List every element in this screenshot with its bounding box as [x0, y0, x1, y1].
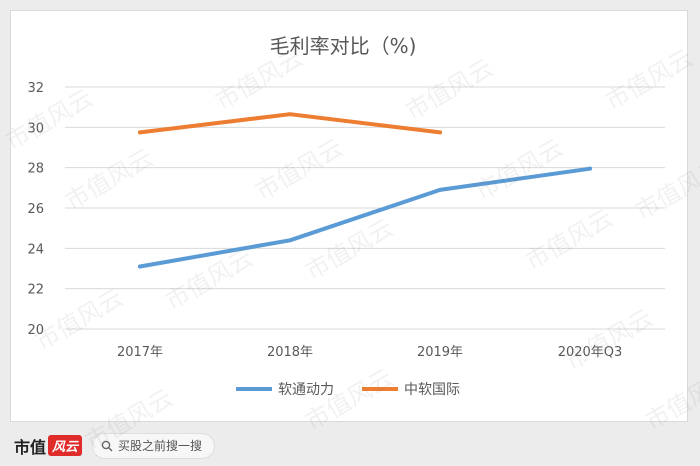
x-tick-label: 2019年	[417, 345, 463, 360]
y-tick-label: 20	[27, 323, 44, 338]
series-line	[138, 166, 592, 269]
legend-label: 中软国际	[404, 382, 460, 398]
footer-bar: 市值 风云 买股之前搜一搜	[0, 425, 700, 466]
y-tick-label: 28	[27, 162, 44, 177]
data-point	[438, 130, 442, 135]
search-box[interactable]: 买股之前搜一搜	[92, 432, 216, 459]
line-chart: 20 22 24 26 28 30 32 2017年 2018年 2019年 2020年Q3 毛利率对…	[27, 34, 665, 398]
brand-text: 市值	[14, 437, 47, 457]
y-tick-label: 24	[27, 242, 44, 257]
data-point	[438, 187, 442, 192]
chart-title: 毛利率对比（%)	[270, 34, 417, 58]
y-tick-label: 22	[27, 283, 44, 298]
x-tick-label: 2017年	[117, 345, 163, 360]
data-point	[138, 130, 142, 135]
series-line	[138, 112, 442, 135]
brand-logo: 市值 风云	[14, 434, 83, 458]
legend-label: 软通动力	[278, 382, 334, 398]
x-tick-label: 2020年Q3	[558, 345, 623, 360]
data-point	[288, 238, 292, 243]
y-tick-label: 26	[27, 202, 44, 217]
data-point	[138, 264, 142, 269]
y-tick-label: 30	[27, 121, 44, 136]
brand-wind-mark: 风云	[48, 435, 83, 456]
search-icon	[101, 440, 113, 451]
search-placeholder: 买股之前搜一搜	[118, 439, 203, 453]
y-tick-label: 32	[27, 81, 44, 96]
chart-card	[10, 10, 688, 422]
data-point	[588, 166, 592, 171]
data-point	[288, 112, 292, 117]
x-tick-label: 2018年	[267, 345, 313, 360]
